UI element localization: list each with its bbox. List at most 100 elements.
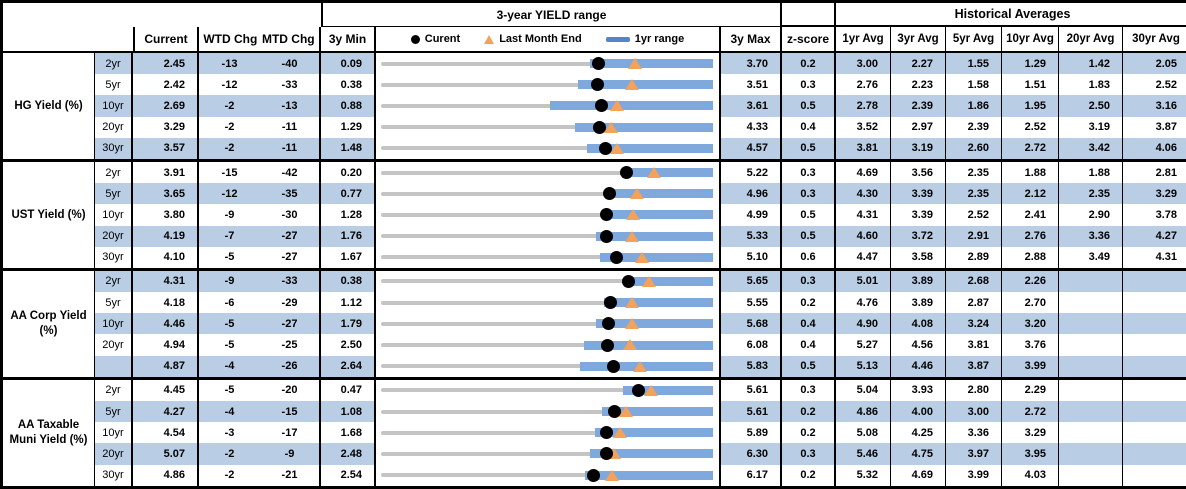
yield-group: AA Taxable Muni Yield (%) 2yr 4.45 -5 -20 0.4… (3, 376, 1186, 486)
last-month-end-triangle (625, 297, 640, 309)
current-dot (586, 468, 600, 482)
avg-value-5yr-avg: 1.58 (946, 74, 1002, 96)
table-row: 5yr 2.42 -12 -33 0.38 3.51 0.3 2.76 2.23 1.58 1.51… (95, 74, 1186, 96)
avg-value-10yr-avg: 2.41 (1002, 204, 1059, 226)
three-year-range-track (381, 343, 713, 348)
current-dot (602, 317, 616, 331)
3y-max-value: 4.33 (721, 116, 782, 138)
wtd-chg-value: -15 (199, 161, 260, 184)
avg-value-30yr-avg: 3.16 (1123, 95, 1186, 117)
wtd-chg-value: -2 (199, 95, 260, 117)
range-chart (376, 292, 721, 314)
range-chart (376, 246, 721, 268)
avg-value-10yr-avg: 2.29 (1002, 379, 1059, 401)
table-row: 5yr 4.27 -4 -15 1.08 5.61 0.2 4.86 4.00 3.00 2.72 (95, 401, 1186, 423)
avg-value-3yr-avg: 2.97 (891, 116, 946, 138)
column-header-20yr-avg: 20yr Avg (1059, 27, 1123, 51)
mtd-chg-value: -11 (260, 116, 321, 138)
three-year-range-track (381, 473, 713, 478)
column-header-z-score: z-score (782, 27, 836, 51)
3y-min-value: 0.09 (321, 53, 376, 75)
avg-value-3yr-avg: 3.93 (891, 379, 946, 401)
avg-value-3yr-avg: 3.89 (891, 292, 946, 314)
wtd-chg-value: -12 (199, 74, 260, 96)
avg-value-20yr-avg: 3.19 (1059, 116, 1123, 138)
avg-value-5yr-avg: 1.55 (946, 53, 1002, 75)
one-year-range-bar (584, 470, 713, 480)
3y-min-value: 1.48 (321, 137, 376, 159)
z-score-value: 0.5 (782, 225, 836, 247)
avg-value-1yr-avg: 4.76 (836, 292, 891, 314)
z-score-value: 0.5 (782, 137, 836, 159)
avg-value-20yr-avg (1059, 292, 1123, 314)
3y-min-value: 1.29 (321, 116, 376, 138)
current-dot (631, 383, 645, 397)
3y-min-value: 0.88 (321, 95, 376, 117)
tenor-label: 2yr (95, 53, 133, 75)
3y-min-value: 1.68 (321, 422, 376, 444)
mtd-chg-value: -42 (260, 161, 321, 184)
avg-value-30yr-avg: 3.78 (1123, 204, 1186, 226)
range-chart (376, 355, 721, 377)
avg-value-5yr-avg: 2.91 (946, 225, 1002, 247)
avg-value-3yr-avg: 4.69 (891, 464, 946, 486)
3y-min-value: 1.08 (321, 401, 376, 423)
column-header-5yr-avg: 5yr Avg (946, 27, 1002, 51)
mtd-chg-value: -40 (260, 53, 321, 75)
3y-max-value: 4.96 (721, 183, 782, 205)
avg-value-10yr-avg: 2.26 (1002, 270, 1059, 293)
wtd-chg-value: -5 (199, 334, 260, 356)
column-header-1yr-avg: 1yr Avg (836, 27, 891, 51)
last-month-end-triangle (627, 58, 642, 69)
last-month-end-triangle (626, 209, 641, 221)
table-row: 10yr 3.80 -9 -30 1.28 4.99 0.5 4.31 3.39 2.52 2.41… (95, 204, 1186, 226)
tenor-label: 5yr (95, 183, 133, 205)
avg-value-10yr-avg: 3.29 (1002, 422, 1059, 444)
last-month-end-triangle (618, 406, 633, 417)
avg-value-5yr-avg: 2.87 (946, 292, 1002, 314)
one-year-range-bar (595, 231, 713, 241)
table-row: 2yr 4.31 -9 -33 0.38 5.65 0.3 5.01 3.89 2.68 2.26 (95, 270, 1186, 293)
last-month-end-triangle (606, 448, 621, 460)
avg-value-20yr-avg (1059, 355, 1123, 377)
mtd-chg-value: -26 (260, 355, 321, 377)
three-year-range-track (381, 125, 713, 130)
current-dot (599, 447, 613, 461)
range-chart (376, 95, 721, 117)
avg-value-3yr-avg: 2.27 (891, 53, 946, 75)
avg-value-3yr-avg: 4.25 (891, 422, 946, 444)
wtd-chg-value: -3 (199, 422, 260, 444)
three-year-range-track (381, 300, 713, 305)
avg-value-1yr-avg: 5.46 (836, 443, 891, 465)
range-chart (376, 225, 721, 247)
avg-value-30yr-avg (1123, 422, 1186, 444)
header-row-columns: Current WTD Chg MTD Chg 3y Min Curent La… (3, 27, 1186, 51)
three-year-range-track (381, 82, 713, 87)
column-header-10yr-avg: 10yr Avg (1002, 27, 1059, 51)
table-row: 2yr 4.45 -5 -20 0.47 5.61 0.3 5.04 3.93 2.80 2.29 (95, 379, 1186, 401)
tenor-label: 30yr (95, 246, 133, 268)
avg-value-3yr-avg: 3.72 (891, 225, 946, 247)
chart-legend: Curent Last Month End 1yr range (376, 27, 721, 51)
tenor-label: 10yr (95, 313, 133, 335)
z-score-value: 0.6 (782, 246, 836, 268)
one-year-range-bar (601, 407, 713, 417)
table-row: 4.87 -4 -26 2.64 5.83 0.5 5.13 4.46 3.87 3.99 (95, 355, 1186, 377)
group-label: AA Taxable Muni Yield (%) (3, 379, 95, 486)
last-month-end-triangle (643, 384, 658, 396)
tenor-label: 20yr (95, 443, 133, 465)
current-dot-icon (410, 34, 420, 44)
current-value: 4.31 (133, 270, 199, 293)
avg-value-3yr-avg: 4.08 (891, 313, 946, 335)
avg-value-30yr-avg (1123, 334, 1186, 356)
three-year-range-track (381, 409, 713, 414)
avg-value-10yr-avg: 3.99 (1002, 355, 1059, 377)
table-row: 2yr 3.91 -15 -42 0.20 5.22 0.3 4.69 3.56 2.35 1.88… (95, 161, 1186, 184)
avg-value-10yr-avg: 3.20 (1002, 313, 1059, 335)
current-dot (599, 141, 613, 155)
avg-value-20yr-avg: 1.83 (1059, 74, 1123, 96)
avg-value-3yr-avg: 3.89 (891, 270, 946, 293)
current-value: 4.54 (133, 422, 199, 444)
table-row: 20yr 4.94 -5 -25 2.50 6.08 0.4 5.27 4.56 3.81 3.76 (95, 334, 1186, 356)
last-month-end-triangle (610, 142, 625, 154)
